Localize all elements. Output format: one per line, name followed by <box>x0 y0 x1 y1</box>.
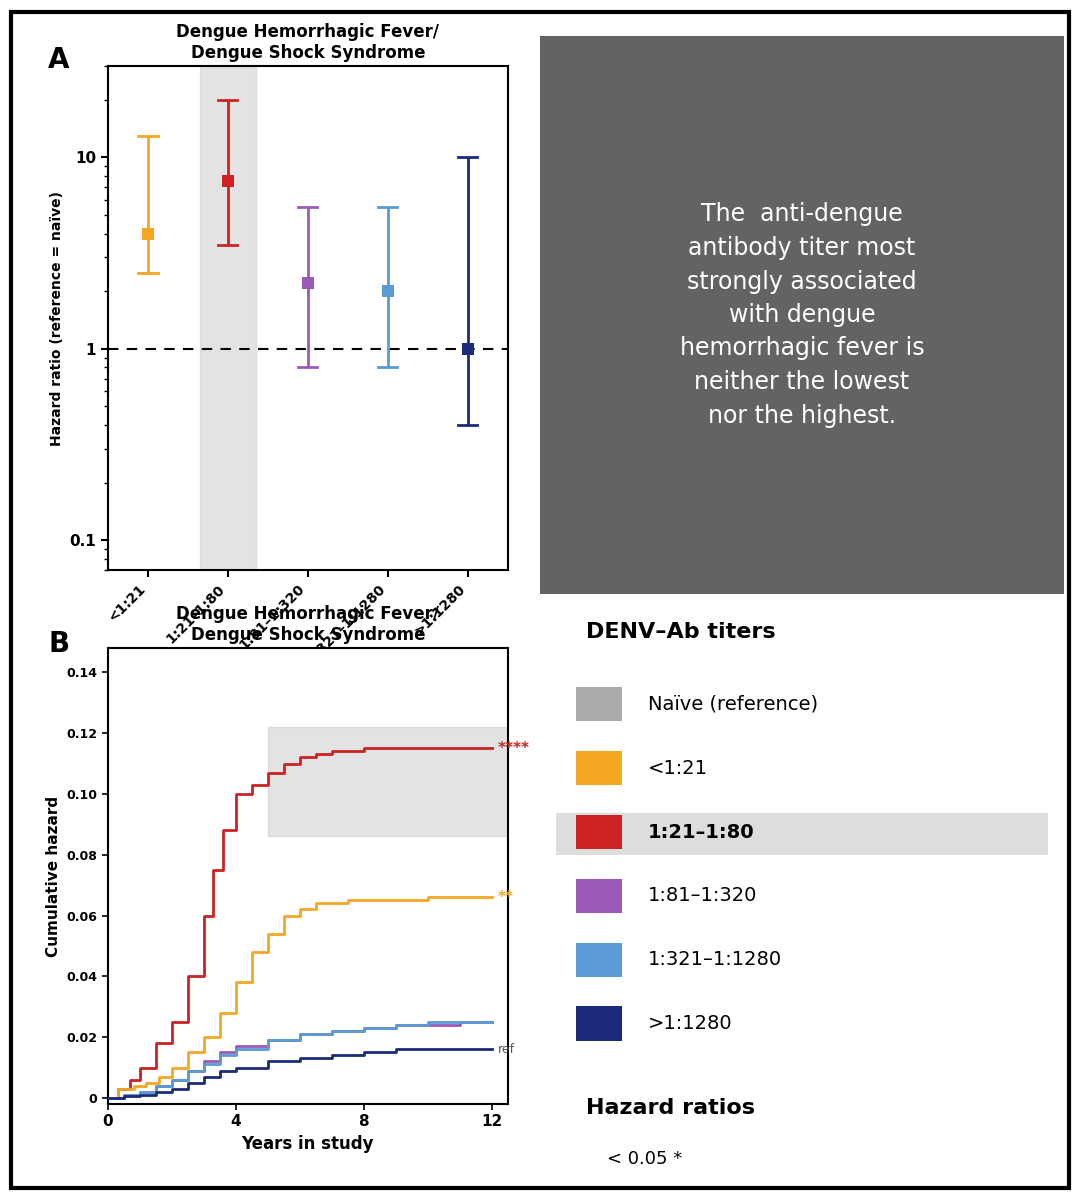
Bar <box>577 943 622 977</box>
Bar <box>577 688 622 721</box>
Y-axis label: Hazard ratio (reference = naïve): Hazard ratio (reference = naïve) <box>50 191 64 445</box>
Bar <box>577 878 622 913</box>
Text: 1:321–1:1280: 1:321–1:1280 <box>648 950 782 970</box>
Text: ref: ref <box>498 1043 515 1056</box>
Y-axis label: Cumulative hazard: Cumulative hazard <box>46 796 62 956</box>
Title: Dengue Hemorrhagic Fever/
Dengue Shock Syndrome: Dengue Hemorrhagic Fever/ Dengue Shock S… <box>176 23 440 61</box>
Text: < 0.05 *: < 0.05 * <box>607 1150 683 1168</box>
Bar <box>577 815 622 850</box>
Bar <box>577 751 622 785</box>
Text: 1:81–1:320: 1:81–1:320 <box>648 887 757 906</box>
X-axis label: Years in study: Years in study <box>242 1135 374 1153</box>
Text: 1:21–1:80: 1:21–1:80 <box>648 822 755 841</box>
Text: ****: **** <box>498 740 530 756</box>
Text: DENV–Ab titers: DENV–Ab titers <box>586 623 777 642</box>
Text: <1:21: <1:21 <box>648 758 708 778</box>
Bar <box>555 812 1049 854</box>
Text: A: A <box>49 46 69 74</box>
Bar <box>577 1007 622 1040</box>
Text: **: ** <box>498 889 514 905</box>
Title: Dengue Hemorrhagic Fever/
Dengue Shock Syndrome: Dengue Hemorrhagic Fever/ Dengue Shock S… <box>176 605 440 643</box>
Text: The  anti-dengue
antibody titer most
strongly associated
with dengue
hemorrhagic: The anti-dengue antibody titer most stro… <box>679 203 924 427</box>
Bar <box>200 66 256 570</box>
Text: B: B <box>49 630 69 658</box>
Text: >1:1280: >1:1280 <box>648 1014 732 1033</box>
Text: Naïve (reference): Naïve (reference) <box>648 695 819 714</box>
Text: Hazard ratios: Hazard ratios <box>586 1098 755 1118</box>
